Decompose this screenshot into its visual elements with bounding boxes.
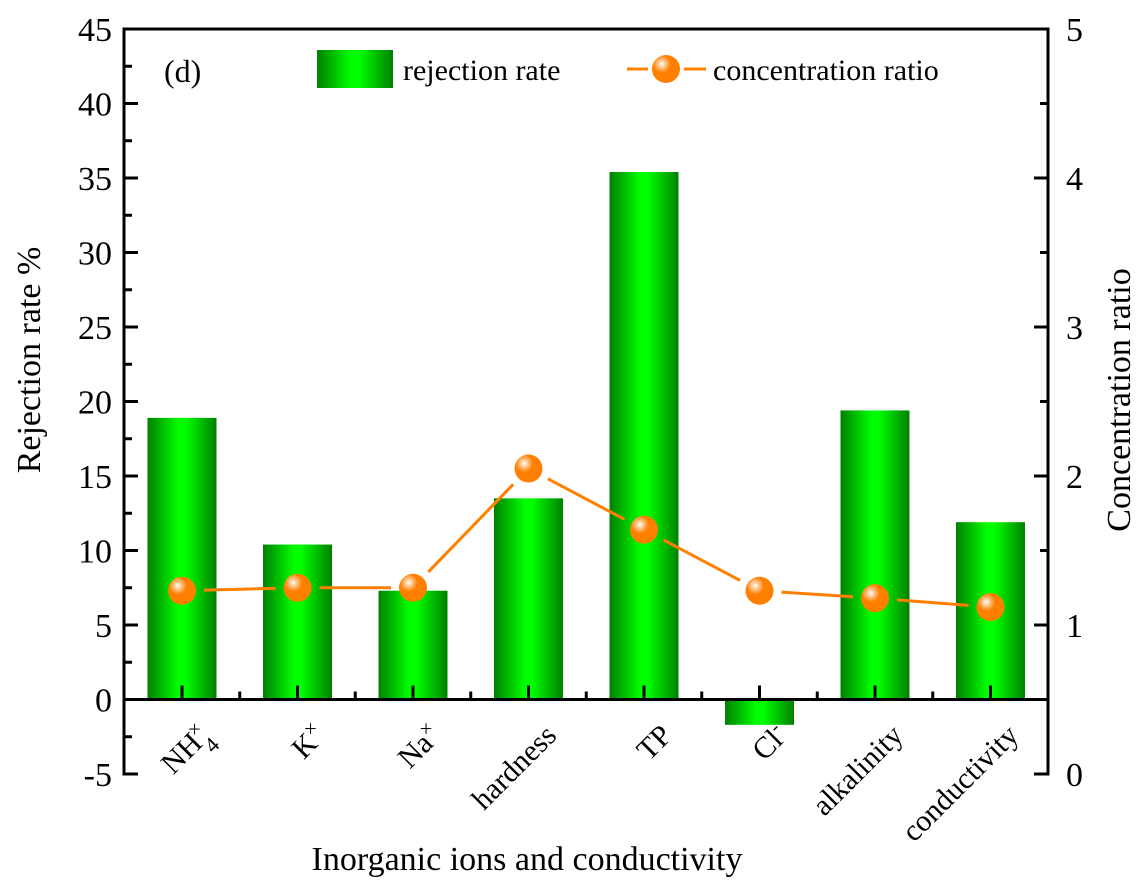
y-tick-label-10: 45	[78, 12, 112, 49]
line-point-5	[745, 576, 774, 605]
legend-marker-swatch	[652, 55, 680, 83]
y2-axis-title: Concentration ratio	[1101, 268, 1138, 531]
axes-layer	[122, 27, 1050, 776]
legend: rejection rate concentration ratio	[317, 50, 939, 88]
line-segment-6	[896, 598, 969, 607]
line-segment-5	[781, 590, 854, 599]
y-tick-label-2: 5	[95, 608, 112, 645]
x-tick-label-6: alkalinity	[806, 719, 909, 822]
y2-tick-label-1: 1	[1066, 608, 1083, 645]
y-tick-label-5: 20	[78, 385, 112, 422]
x-tick-label-2: Na×	[390, 717, 447, 774]
line-point-6	[861, 584, 889, 613]
y-axis-title: Rejection rate %	[11, 247, 48, 474]
line-point-0	[168, 576, 196, 605]
y-tick-label-3: 10	[78, 534, 112, 571]
y-tick-label-7: 30	[78, 236, 112, 273]
panel-label: (d)	[164, 53, 201, 89]
y-tick-label-6: 25	[78, 310, 112, 347]
x-axis-title: Inorganic ions and conductivity	[312, 841, 743, 878]
bar-3	[494, 498, 563, 700]
y-tick-label-0: -5	[84, 757, 112, 794]
x-tick-label-0: NH4×	[153, 717, 224, 788]
line-segment-2	[427, 483, 515, 573]
y-tick-label-1: 0	[95, 683, 112, 720]
line-point-4	[630, 515, 658, 544]
line-segment-4	[662, 538, 741, 582]
y-tick-label-4: 15	[78, 459, 112, 496]
y2-tick-label-5: 5	[1066, 12, 1083, 49]
line-point-2	[399, 573, 427, 602]
line-point-1	[283, 573, 312, 602]
y2-tick-label-0: 0	[1066, 757, 1083, 794]
x-tick-label-3: hardness	[465, 719, 563, 817]
y-tick-label-8: 35	[78, 161, 112, 198]
line-layer	[168, 454, 1005, 622]
bar-4	[609, 172, 679, 700]
y2-tick-label-3: 3	[1066, 310, 1083, 347]
legend-label-concentration-ratio: concentration ratio	[713, 54, 939, 87]
bar-1	[263, 544, 332, 700]
legend-label-rejection-rate: rejection rate	[403, 54, 560, 87]
y2-tick-label-4: 4	[1066, 161, 1083, 198]
bar-6	[840, 410, 910, 700]
bars-layer	[147, 172, 1025, 725]
line-point-3	[514, 454, 543, 483]
x-tick-label-1: K×	[284, 717, 332, 765]
x-tick-label-4: TP	[630, 719, 678, 767]
bar-0	[147, 417, 217, 700]
y2-tick-label-2: 2	[1066, 459, 1083, 496]
line-segment-3	[547, 477, 626, 521]
y-tick-label-9: 40	[78, 87, 112, 124]
line-segment-0	[203, 586, 276, 592]
x-tick-label-7: conductivity	[896, 719, 1025, 848]
bar-2	[378, 590, 448, 700]
bar-5	[725, 699, 794, 725]
legend-bar-swatch	[317, 50, 393, 88]
line-point-7	[976, 593, 1005, 622]
